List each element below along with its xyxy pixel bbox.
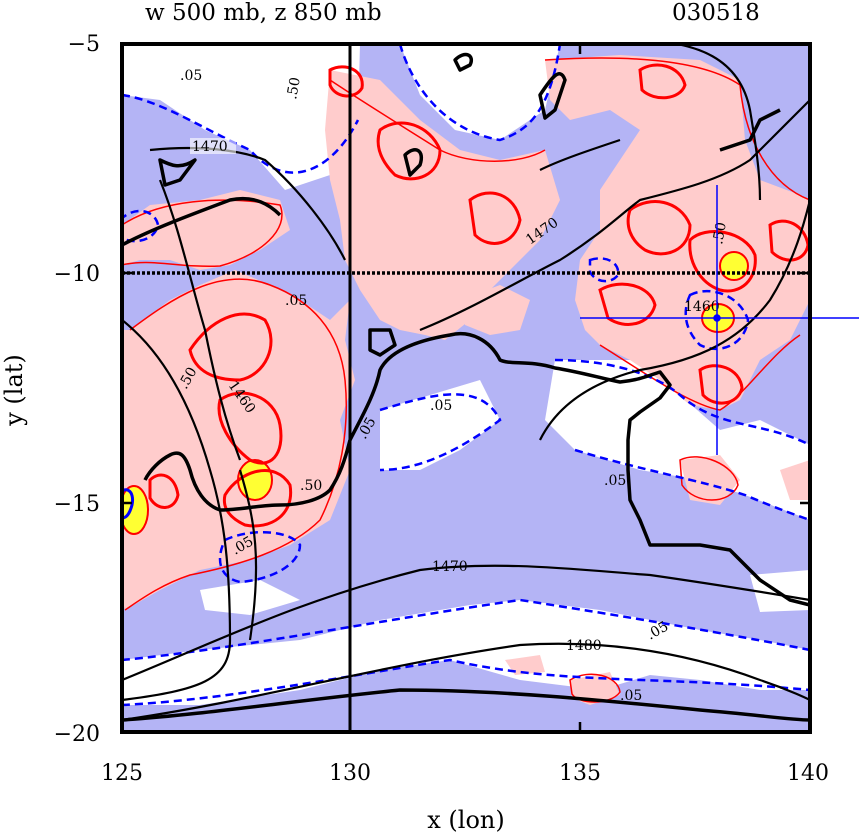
contour-label-w: .05 <box>620 688 642 704</box>
height-contours <box>122 44 810 722</box>
axis-ticks <box>122 44 810 732</box>
contour-label-1470: 1470 <box>192 139 228 155</box>
contour-label-w50: .50 <box>284 76 304 101</box>
y-tick-label: −15 <box>54 492 100 517</box>
contour-label-1460: 1460 <box>684 299 720 315</box>
y-tick-label: −10 <box>54 262 100 287</box>
contour-label-w: .05 <box>430 398 452 414</box>
y-tick-label: −5 <box>68 32 100 57</box>
contour-label-w: .05 <box>285 293 307 309</box>
map-date: 030518 <box>672 0 760 26</box>
y-tick-label: −20 <box>54 722 100 747</box>
x-tick-label: 130 <box>329 761 371 786</box>
plot-frame <box>120 42 812 734</box>
contour-label-w: .05 <box>604 473 626 489</box>
map-title: w 500 mb, z 850 mb <box>145 0 382 26</box>
blue-w-contours <box>122 44 810 707</box>
map-plot-area: 1470 1470 1470 1480 1460 1460 .05 .05 .0… <box>122 44 810 732</box>
y-axis-label: y (lat) <box>0 354 28 427</box>
x-tick-label: 140 <box>787 761 829 786</box>
x-tick-label: 135 <box>559 761 601 786</box>
crosshair-marker <box>580 185 859 455</box>
contour-label-1480: 1480 <box>566 638 602 654</box>
coastline <box>122 52 810 722</box>
contour-label-w50: .50 <box>300 478 322 494</box>
red-w-contours-thick <box>148 63 810 528</box>
x-axis-label: x (lon) <box>427 806 504 834</box>
contour-label-w50: .50 <box>710 221 730 246</box>
x-tick-label: 125 <box>101 761 143 786</box>
blue-cell-edge <box>122 488 135 520</box>
contour-label-w: .05 <box>180 68 202 84</box>
neutral-areas <box>122 44 810 705</box>
contour-label-1470: 1470 <box>432 559 468 575</box>
